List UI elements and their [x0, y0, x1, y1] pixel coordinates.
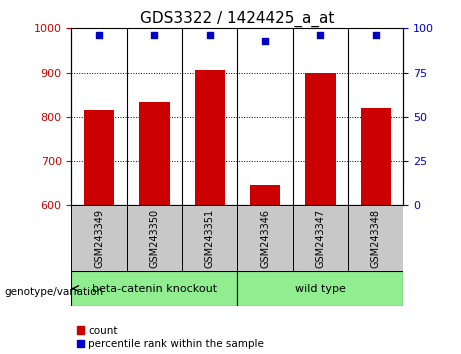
- Bar: [127, 205, 182, 271]
- Point: [261, 38, 269, 44]
- Text: GSM243348: GSM243348: [371, 209, 381, 268]
- Legend: count, percentile rank within the sample: count, percentile rank within the sample: [77, 326, 264, 349]
- Point: [317, 33, 324, 38]
- Bar: [361, 108, 391, 205]
- Bar: [182, 205, 237, 271]
- Bar: [237, 205, 293, 271]
- Bar: [71, 205, 127, 271]
- Text: GSM243351: GSM243351: [205, 209, 215, 268]
- Point: [206, 33, 213, 38]
- Bar: [348, 205, 403, 271]
- Text: GSM243350: GSM243350: [149, 209, 160, 268]
- Text: GSM243346: GSM243346: [260, 209, 270, 268]
- Text: beta-catenin knockout: beta-catenin knockout: [92, 284, 217, 293]
- Title: GDS3322 / 1424425_a_at: GDS3322 / 1424425_a_at: [140, 11, 335, 27]
- Bar: [237, 271, 403, 306]
- Bar: [195, 70, 225, 205]
- Bar: [139, 102, 170, 205]
- Bar: [84, 110, 114, 205]
- Text: wild type: wild type: [295, 284, 346, 293]
- Point: [95, 33, 103, 38]
- Bar: [293, 205, 348, 271]
- Point: [372, 33, 379, 38]
- Bar: [250, 185, 280, 205]
- Text: genotype/variation: genotype/variation: [5, 287, 104, 297]
- Bar: [71, 271, 237, 306]
- Text: GSM243347: GSM243347: [315, 209, 325, 268]
- Text: GSM243349: GSM243349: [94, 209, 104, 268]
- Point: [151, 33, 158, 38]
- Bar: [305, 73, 336, 205]
